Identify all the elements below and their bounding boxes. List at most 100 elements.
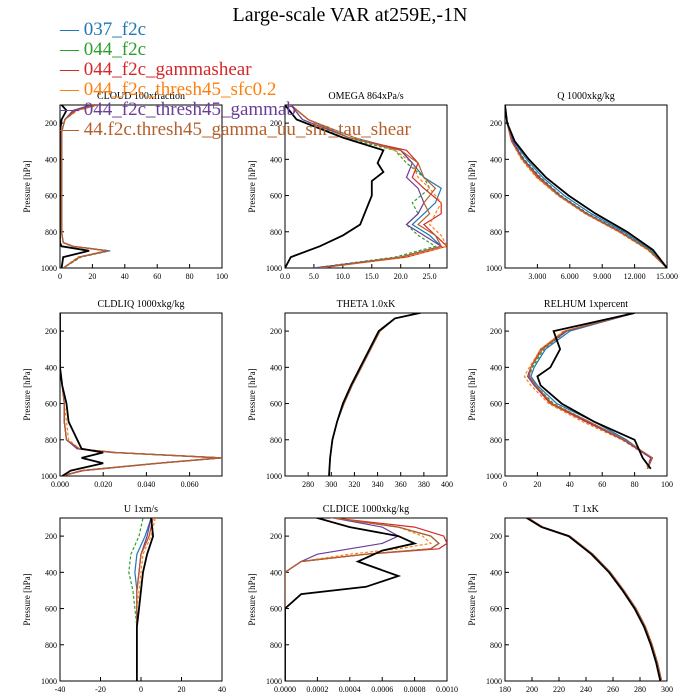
- x-tick-label: 0: [139, 685, 143, 694]
- x-tick-label: 0.0002: [306, 685, 328, 694]
- y-tick-label: 400: [490, 363, 502, 372]
- y-axis-label: Pressure [hPa]: [247, 160, 257, 212]
- series-line: [505, 105, 667, 268]
- x-tick-label: 200: [526, 685, 538, 694]
- panel-theta: THETA 1.0xK 200 400 600 800 1000 280 300 320 340 3…: [247, 299, 453, 489]
- y-tick-label: 200: [490, 327, 502, 336]
- y-tick-label: 800: [270, 641, 282, 650]
- panel-title: CLOUD 100xfraction: [97, 91, 185, 102]
- y-tick-label: 1000: [41, 677, 57, 686]
- series-line: [60, 313, 222, 476]
- series-line: [328, 313, 423, 476]
- y-tick-label: 600: [270, 605, 282, 614]
- y-tick-label: 1000: [486, 472, 502, 481]
- x-tick-label: 0.0004: [339, 685, 361, 694]
- x-tick-label: 0: [58, 272, 62, 281]
- series-line: [135, 518, 155, 681]
- panel-frame: [504, 312, 668, 477]
- y-tick-label: 600: [490, 605, 502, 614]
- series-line: [328, 313, 423, 476]
- panel-frame: [59, 517, 223, 682]
- series-line: [527, 518, 663, 681]
- x-tick-label: 6.000: [561, 272, 579, 281]
- series-line: [527, 518, 663, 681]
- x-tick-label: 20.0: [394, 272, 408, 281]
- y-tick-label: 800: [45, 641, 57, 650]
- y-tick-label: 400: [270, 363, 282, 372]
- x-tick-label: 340: [372, 480, 384, 489]
- panel-frame: [504, 517, 668, 682]
- y-tick-label: 1000: [486, 264, 502, 273]
- x-tick-label: 9.000: [593, 272, 611, 281]
- panel-title: RELHUM 1xpercent: [544, 299, 628, 310]
- y-tick-label: 400: [270, 568, 282, 577]
- x-tick-label: 400: [441, 480, 453, 489]
- series-line: [523, 313, 652, 470]
- series-line: [60, 313, 222, 476]
- y-tick-label: 1000: [266, 472, 282, 481]
- y-tick-label: 400: [45, 363, 57, 372]
- y-tick-label: 1000: [41, 264, 57, 273]
- series-line: [527, 313, 652, 469]
- y-axis-label: Pressure [hPa]: [247, 368, 257, 420]
- x-tick-label: 0: [503, 480, 507, 489]
- y-tick-label: 600: [45, 192, 57, 201]
- x-tick-label: 0.0010: [436, 685, 458, 694]
- legend-item: — 044_f2c_thresh45_sfc0.2: [60, 79, 277, 100]
- y-tick-label: 600: [45, 605, 57, 614]
- panel-frame: [284, 312, 448, 477]
- y-tick-label: 800: [270, 228, 282, 237]
- x-tick-label: 60: [598, 480, 606, 489]
- series-line: [60, 105, 111, 268]
- series-line: [530, 313, 652, 469]
- legend-item: — 037_f2c: [60, 19, 147, 40]
- y-tick-label: 600: [490, 192, 502, 201]
- panel-title: Q 1000xkg/kg: [557, 91, 615, 102]
- x-tick-label: 15.000: [656, 272, 678, 281]
- legend-item: — 44.f2c.thresh45_gamma_uu_shr_tau_shear: [60, 119, 411, 140]
- x-tick-label: 25.0: [423, 272, 437, 281]
- panel-frame: [59, 312, 223, 477]
- panel-title: THETA 1.0xK: [337, 299, 396, 310]
- panel-u: U 1xm/s 200 400 600 800 1000-40 -20 0 20 40 Pressu…: [22, 504, 226, 694]
- y-axis-label: Pressure [hPa]: [247, 573, 257, 625]
- x-tick-label: -20: [95, 685, 106, 694]
- series-line: [505, 105, 667, 268]
- x-tick-label: 5.0: [309, 272, 319, 281]
- panel-title: CLDLIQ 1000xkg/kg: [98, 299, 185, 310]
- x-tick-label: 15.0: [365, 272, 379, 281]
- series-line: [60, 313, 104, 476]
- y-axis-label: Pressure [hPa]: [22, 368, 32, 420]
- series-line: [60, 105, 108, 268]
- y-tick-label: 400: [45, 155, 57, 164]
- x-tick-label: 100: [216, 272, 228, 281]
- x-tick-label: 40: [566, 480, 574, 489]
- y-tick-label: 600: [45, 400, 57, 409]
- y-axis-label: Pressure [hPa]: [22, 573, 32, 625]
- y-axis-label: Pressure [hPa]: [467, 368, 477, 420]
- x-tick-label: 380: [418, 480, 430, 489]
- y-tick-label: 200: [490, 532, 502, 541]
- series-line: [527, 518, 663, 681]
- y-tick-label: 1000: [486, 677, 502, 686]
- panel-title: T 1xK: [573, 504, 599, 515]
- x-tick-label: 280: [634, 685, 646, 694]
- series-line: [285, 518, 447, 681]
- x-tick-label: 260: [607, 685, 619, 694]
- y-tick-label: 800: [490, 641, 502, 650]
- series-line: [290, 105, 443, 268]
- y-axis-label: Pressure [hPa]: [467, 160, 477, 212]
- y-tick-label: 200: [270, 327, 282, 336]
- x-tick-label: 220: [553, 685, 565, 694]
- y-tick-label: 200: [45, 119, 57, 128]
- series-line: [60, 313, 220, 476]
- x-tick-label: 80: [631, 480, 639, 489]
- panel-frame: [284, 104, 448, 269]
- y-tick-label: 200: [270, 119, 282, 128]
- y-tick-label: 800: [490, 436, 502, 445]
- x-tick-label: 360: [395, 480, 407, 489]
